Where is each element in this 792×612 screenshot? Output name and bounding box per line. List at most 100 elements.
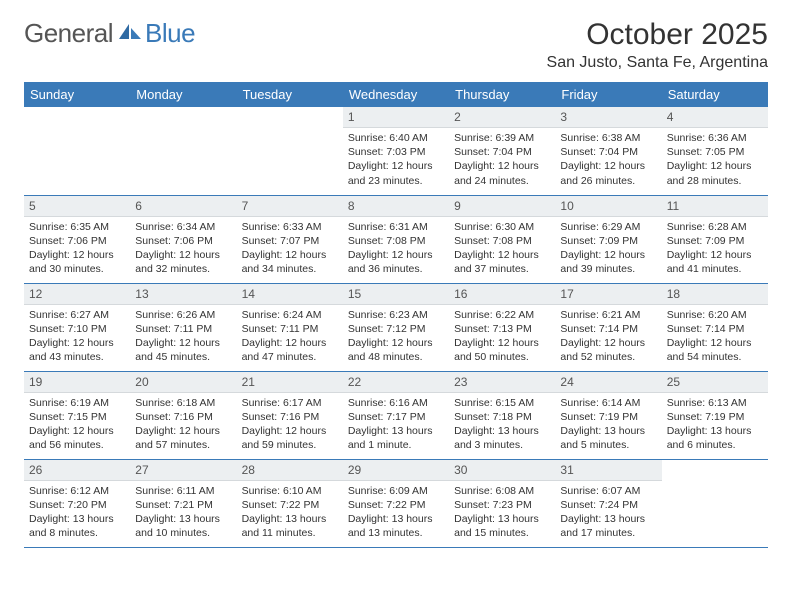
calendar-week-row: 12Sunrise: 6:27 AMSunset: 7:10 PMDayligh… <box>24 283 768 371</box>
day-details: Sunrise: 6:36 AMSunset: 7:05 PMDaylight:… <box>662 128 768 192</box>
day-detail-line: Sunrise: 6:16 AM <box>348 396 444 410</box>
calendar-day-cell: 31Sunrise: 6:07 AMSunset: 7:24 PMDayligh… <box>555 459 661 547</box>
day-detail-line: Sunset: 7:15 PM <box>29 410 125 424</box>
day-details: Sunrise: 6:16 AMSunset: 7:17 PMDaylight:… <box>343 393 449 457</box>
day-detail-line: Daylight: 12 hours <box>454 159 550 173</box>
day-detail-line: Daylight: 13 hours <box>135 512 231 526</box>
day-number: 16 <box>449 284 555 305</box>
day-detail-line: Sunset: 7:10 PM <box>29 322 125 336</box>
calendar-day-cell: 3Sunrise: 6:38 AMSunset: 7:04 PMDaylight… <box>555 107 661 195</box>
day-details: Sunrise: 6:10 AMSunset: 7:22 PMDaylight:… <box>237 481 343 545</box>
day-detail-line: Sunrise: 6:35 AM <box>29 220 125 234</box>
calendar-day-cell: 7Sunrise: 6:33 AMSunset: 7:07 PMDaylight… <box>237 195 343 283</box>
day-detail-line: and 17 minutes. <box>560 526 656 540</box>
day-details: Sunrise: 6:38 AMSunset: 7:04 PMDaylight:… <box>555 128 661 192</box>
day-detail-line: and 28 minutes. <box>667 174 763 188</box>
day-number: 11 <box>662 196 768 217</box>
day-detail-line: Sunset: 7:06 PM <box>135 234 231 248</box>
day-details: Sunrise: 6:23 AMSunset: 7:12 PMDaylight:… <box>343 305 449 369</box>
day-detail-line: Sunset: 7:22 PM <box>242 498 338 512</box>
calendar-day-cell: 1Sunrise: 6:40 AMSunset: 7:03 PMDaylight… <box>343 107 449 195</box>
day-detail-line: and 57 minutes. <box>135 438 231 452</box>
day-number: 20 <box>130 372 236 393</box>
day-detail-line: Sunrise: 6:28 AM <box>667 220 763 234</box>
calendar-week-row: 5Sunrise: 6:35 AMSunset: 7:06 PMDaylight… <box>24 195 768 283</box>
day-detail-line: Daylight: 12 hours <box>348 159 444 173</box>
day-details: Sunrise: 6:34 AMSunset: 7:06 PMDaylight:… <box>130 217 236 281</box>
day-number: 30 <box>449 460 555 481</box>
day-detail-line: and 45 minutes. <box>135 350 231 364</box>
day-number: 7 <box>237 196 343 217</box>
day-details: Sunrise: 6:31 AMSunset: 7:08 PMDaylight:… <box>343 217 449 281</box>
day-detail-line: and 26 minutes. <box>560 174 656 188</box>
calendar-empty-cell <box>130 107 236 195</box>
calendar-body: 1Sunrise: 6:40 AMSunset: 7:03 PMDaylight… <box>24 107 768 547</box>
day-detail-line: and 15 minutes. <box>454 526 550 540</box>
day-details: Sunrise: 6:15 AMSunset: 7:18 PMDaylight:… <box>449 393 555 457</box>
logo-text-general: General <box>24 18 113 49</box>
day-detail-line: Sunrise: 6:38 AM <box>560 131 656 145</box>
day-number: 13 <box>130 284 236 305</box>
day-detail-line: Sunrise: 6:40 AM <box>348 131 444 145</box>
calendar-day-cell: 23Sunrise: 6:15 AMSunset: 7:18 PMDayligh… <box>449 371 555 459</box>
day-detail-line: Sunrise: 6:18 AM <box>135 396 231 410</box>
day-detail-line: Sunset: 7:08 PM <box>454 234 550 248</box>
day-number: 4 <box>662 107 768 128</box>
calendar-week-row: 19Sunrise: 6:19 AMSunset: 7:15 PMDayligh… <box>24 371 768 459</box>
header: General Blue October 2025 San Justo, San… <box>24 18 768 72</box>
calendar-day-cell: 11Sunrise: 6:28 AMSunset: 7:09 PMDayligh… <box>662 195 768 283</box>
day-number: 6 <box>130 196 236 217</box>
day-detail-line: and 43 minutes. <box>29 350 125 364</box>
day-number: 25 <box>662 372 768 393</box>
day-detail-line: Sunrise: 6:27 AM <box>29 308 125 322</box>
day-details: Sunrise: 6:11 AMSunset: 7:21 PMDaylight:… <box>130 481 236 545</box>
day-detail-line: Sunrise: 6:22 AM <box>454 308 550 322</box>
day-detail-line: Daylight: 12 hours <box>560 248 656 262</box>
day-details: Sunrise: 6:19 AMSunset: 7:15 PMDaylight:… <box>24 393 130 457</box>
day-detail-line: Sunset: 7:24 PM <box>560 498 656 512</box>
day-details: Sunrise: 6:33 AMSunset: 7:07 PMDaylight:… <box>237 217 343 281</box>
day-detail-line: Sunrise: 6:34 AM <box>135 220 231 234</box>
day-detail-line: Daylight: 13 hours <box>560 512 656 526</box>
day-detail-line: Sunset: 7:04 PM <box>454 145 550 159</box>
calendar-day-cell: 8Sunrise: 6:31 AMSunset: 7:08 PMDaylight… <box>343 195 449 283</box>
calendar-day-cell: 21Sunrise: 6:17 AMSunset: 7:16 PMDayligh… <box>237 371 343 459</box>
calendar-empty-cell <box>237 107 343 195</box>
day-detail-line: Daylight: 12 hours <box>135 336 231 350</box>
day-detail-line: Sunrise: 6:26 AM <box>135 308 231 322</box>
day-details: Sunrise: 6:39 AMSunset: 7:04 PMDaylight:… <box>449 128 555 192</box>
page-title: October 2025 <box>547 18 768 52</box>
title-block: October 2025 San Justo, Santa Fe, Argent… <box>547 18 768 72</box>
day-detail-line: and 23 minutes. <box>348 174 444 188</box>
day-detail-line: Daylight: 12 hours <box>454 248 550 262</box>
day-detail-line: Daylight: 13 hours <box>348 424 444 438</box>
day-detail-line: Sunrise: 6:21 AM <box>560 308 656 322</box>
day-details: Sunrise: 6:35 AMSunset: 7:06 PMDaylight:… <box>24 217 130 281</box>
day-details: Sunrise: 6:08 AMSunset: 7:23 PMDaylight:… <box>449 481 555 545</box>
day-number: 17 <box>555 284 661 305</box>
calendar-day-cell: 25Sunrise: 6:13 AMSunset: 7:19 PMDayligh… <box>662 371 768 459</box>
day-details: Sunrise: 6:28 AMSunset: 7:09 PMDaylight:… <box>662 217 768 281</box>
day-detail-line: and 47 minutes. <box>242 350 338 364</box>
day-detail-line: Daylight: 13 hours <box>348 512 444 526</box>
day-detail-line: Sunset: 7:19 PM <box>560 410 656 424</box>
day-detail-line: Sunrise: 6:08 AM <box>454 484 550 498</box>
day-details: Sunrise: 6:26 AMSunset: 7:11 PMDaylight:… <box>130 305 236 369</box>
day-detail-line: Sunset: 7:11 PM <box>242 322 338 336</box>
day-detail-line: Daylight: 13 hours <box>29 512 125 526</box>
day-details: Sunrise: 6:13 AMSunset: 7:19 PMDaylight:… <box>662 393 768 457</box>
day-detail-line: Daylight: 12 hours <box>135 248 231 262</box>
day-detail-line: Sunset: 7:14 PM <box>560 322 656 336</box>
day-number: 24 <box>555 372 661 393</box>
calendar-empty-cell <box>24 107 130 195</box>
day-detail-line: Sunset: 7:16 PM <box>242 410 338 424</box>
calendar-week-row: 1Sunrise: 6:40 AMSunset: 7:03 PMDaylight… <box>24 107 768 195</box>
calendar-day-cell: 17Sunrise: 6:21 AMSunset: 7:14 PMDayligh… <box>555 283 661 371</box>
day-detail-line: Daylight: 13 hours <box>667 424 763 438</box>
day-detail-line: and 6 minutes. <box>667 438 763 452</box>
day-detail-line: Sunset: 7:14 PM <box>667 322 763 336</box>
day-detail-line: Sunrise: 6:12 AM <box>29 484 125 498</box>
logo-sails-icon <box>117 21 143 46</box>
day-detail-line: Sunrise: 6:39 AM <box>454 131 550 145</box>
weekday-header: Sunday <box>24 82 130 107</box>
